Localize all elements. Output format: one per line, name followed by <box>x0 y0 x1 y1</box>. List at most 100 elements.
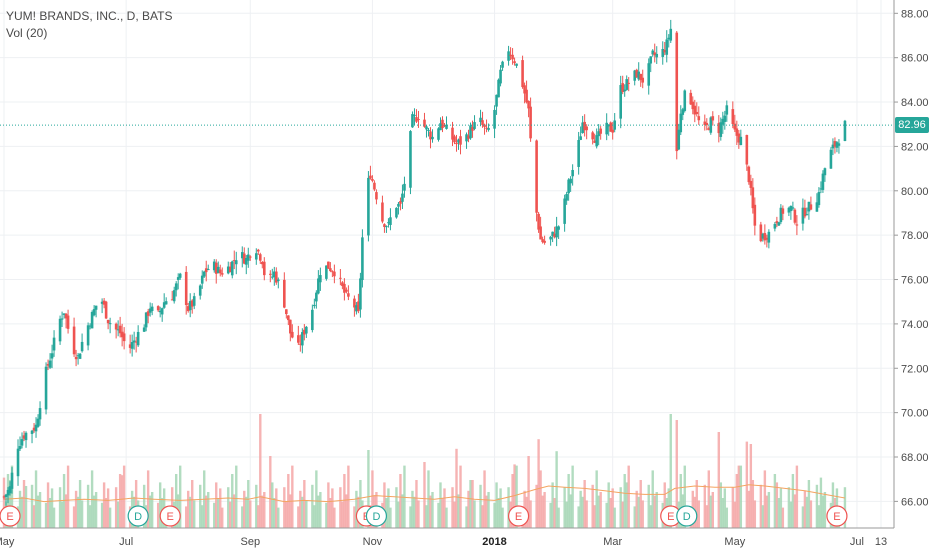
volume-bar <box>150 492 154 528</box>
candle-body <box>4 494 8 498</box>
volume-bar <box>331 488 334 528</box>
volume-bar <box>551 482 554 528</box>
volume-bar <box>843 487 847 528</box>
y-tick-label: 82.00 <box>901 141 929 153</box>
candle-body <box>311 309 314 331</box>
volume-bar <box>809 500 813 528</box>
dividend-marker[interactable]: D <box>127 505 149 527</box>
volume-bar <box>619 487 622 528</box>
volume-bar <box>635 490 638 528</box>
candle-body <box>38 408 42 420</box>
volume-bar <box>34 470 38 528</box>
volume-bar <box>473 500 476 528</box>
volume-bar <box>271 482 274 528</box>
marker-label: E <box>667 511 674 523</box>
volume-bar <box>633 506 636 528</box>
volume-bar <box>134 480 138 528</box>
candle-body <box>46 364 50 366</box>
earnings-marker[interactable]: E <box>507 505 530 527</box>
earnings-marker[interactable]: E <box>660 505 682 527</box>
candle-body <box>156 306 160 311</box>
volume-bar <box>499 488 502 528</box>
volume-bar <box>591 484 594 528</box>
volume-bar <box>301 496 304 528</box>
volume-bar <box>247 480 250 528</box>
candle-body <box>427 129 430 131</box>
candle-body <box>62 313 66 315</box>
candle-body <box>501 61 504 68</box>
volume-bar <box>647 484 650 528</box>
volume-bar <box>791 474 795 528</box>
candle-body <box>230 261 234 276</box>
candle-body <box>315 292 318 302</box>
candle-body <box>577 140 580 167</box>
candle-body <box>36 418 40 427</box>
dividend-marker[interactable]: D <box>365 505 388 527</box>
volume-bar <box>439 482 442 528</box>
volume-bar <box>765 495 769 528</box>
candle-body <box>367 177 370 236</box>
candle-body <box>212 261 216 271</box>
volume-bar <box>231 474 234 528</box>
candle-body <box>244 257 248 265</box>
volume-bar <box>76 496 80 528</box>
volume-bar <box>329 498 332 528</box>
candle-body <box>457 139 460 143</box>
volume-bar <box>241 506 244 528</box>
candle-body <box>721 118 725 125</box>
earnings-marker[interactable]: E <box>159 505 181 527</box>
volume-bar <box>189 496 192 528</box>
volume-bar <box>549 502 552 528</box>
volume-bar <box>443 488 446 528</box>
volume-bar <box>641 500 644 528</box>
volume-bar <box>261 495 264 528</box>
volume-bar <box>775 482 779 528</box>
candle-body <box>80 341 84 352</box>
candle-body <box>835 142 839 148</box>
chart-legend: YUM! BRANDS, INC., D, BATS Vol (20) <box>6 8 172 42</box>
candle-body <box>206 269 210 271</box>
marker-circle <box>826 505 848 527</box>
volume-bar <box>621 501 624 528</box>
candle-body <box>781 208 785 214</box>
candle-body <box>583 121 586 131</box>
volume-bar <box>187 490 190 528</box>
volume-bar <box>58 487 62 528</box>
volume-bar <box>245 496 248 528</box>
volume-bar <box>229 501 232 528</box>
candle-body <box>823 168 827 176</box>
volume-bar <box>569 494 572 528</box>
candle-body <box>204 268 208 273</box>
volume-bar <box>485 495 488 528</box>
volume-bar <box>235 465 238 528</box>
candle-body <box>597 131 600 137</box>
volume-bar <box>441 498 444 528</box>
volume-bar <box>66 465 70 528</box>
candle-body <box>108 323 112 325</box>
candle-body <box>325 265 328 279</box>
volume-bar <box>787 487 791 528</box>
x-tick-label: Sep <box>240 536 260 548</box>
candle-body <box>299 343 302 345</box>
candle-body <box>479 117 482 123</box>
earnings-marker[interactable]: E <box>826 505 848 527</box>
candle-body <box>220 273 224 275</box>
volume-ma-line <box>3 484 845 503</box>
volume-bar <box>793 494 797 528</box>
candle-body <box>64 313 68 319</box>
candle-body <box>429 131 432 140</box>
candle-body <box>44 366 48 410</box>
y-tick-label: 80.00 <box>901 186 929 198</box>
candle-body <box>647 63 651 86</box>
y-tick-label: 74.00 <box>901 319 929 331</box>
candle-body <box>341 282 344 286</box>
candle-body <box>142 327 146 332</box>
volume-bar <box>613 507 616 528</box>
earnings-marker[interactable]: E <box>0 505 21 527</box>
dividend-marker[interactable]: D <box>676 505 698 527</box>
candle-body <box>539 226 542 240</box>
candle-body <box>697 116 701 121</box>
